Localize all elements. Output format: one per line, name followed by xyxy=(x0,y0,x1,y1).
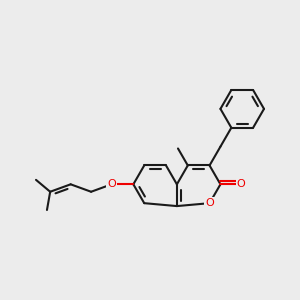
Text: O: O xyxy=(107,179,116,189)
Text: O: O xyxy=(237,179,245,189)
Text: O: O xyxy=(205,198,214,208)
